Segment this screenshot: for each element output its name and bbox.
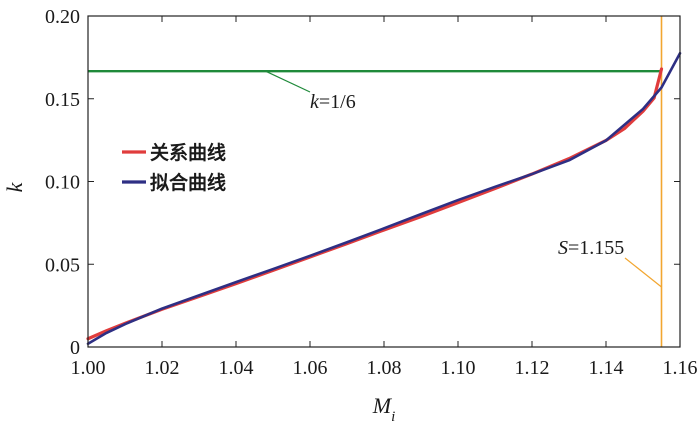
y-tick-label: 0.20 — [45, 6, 80, 28]
x-axis-title: Mi — [372, 393, 396, 425]
series-lines — [86, 51, 682, 345]
y-tick-label: 0 — [70, 337, 80, 359]
x-axis-title-subscript: i — [391, 409, 395, 425]
x-tick-label: 1.08 — [367, 357, 402, 379]
x-tick-label: 1.04 — [219, 357, 254, 379]
x-tick-label: 1.00 — [71, 357, 106, 379]
y-tick-label: 0.15 — [45, 89, 80, 111]
legend-label-1: 关系曲线 — [150, 141, 226, 164]
series-line-1 — [86, 67, 664, 341]
annotation-k: k=1/6 — [310, 91, 356, 113]
x-tick-label: 1.06 — [293, 357, 328, 379]
tick-labels: 1.00 1.02 1.04 1.06 1.08 1.10 1.12 1.14 1.16 0 0.0… — [2, 6, 698, 425]
x-tick-label: 1.02 — [145, 357, 180, 379]
annotations: k=1/6 S=1.155 — [265, 70, 662, 288]
y-tick-label: 0.05 — [45, 254, 80, 276]
y-tick-label: 0.10 — [45, 172, 80, 194]
legend-label-2: 拟合曲线 — [150, 171, 226, 194]
x-tick-label: 1.16 — [663, 357, 698, 379]
annotation-s: S=1.155 — [558, 237, 624, 259]
x-tick-label: 1.10 — [441, 357, 476, 379]
y-axis-title: k — [2, 181, 27, 192]
axes — [87, 15, 681, 348]
x-tick-label: 1.14 — [589, 357, 624, 379]
series-line-2 — [86, 51, 682, 345]
x-tick-label: 1.12 — [515, 357, 550, 379]
annotation-leader-k — [265, 70, 311, 93]
annotation-leader-s — [624, 257, 662, 288]
